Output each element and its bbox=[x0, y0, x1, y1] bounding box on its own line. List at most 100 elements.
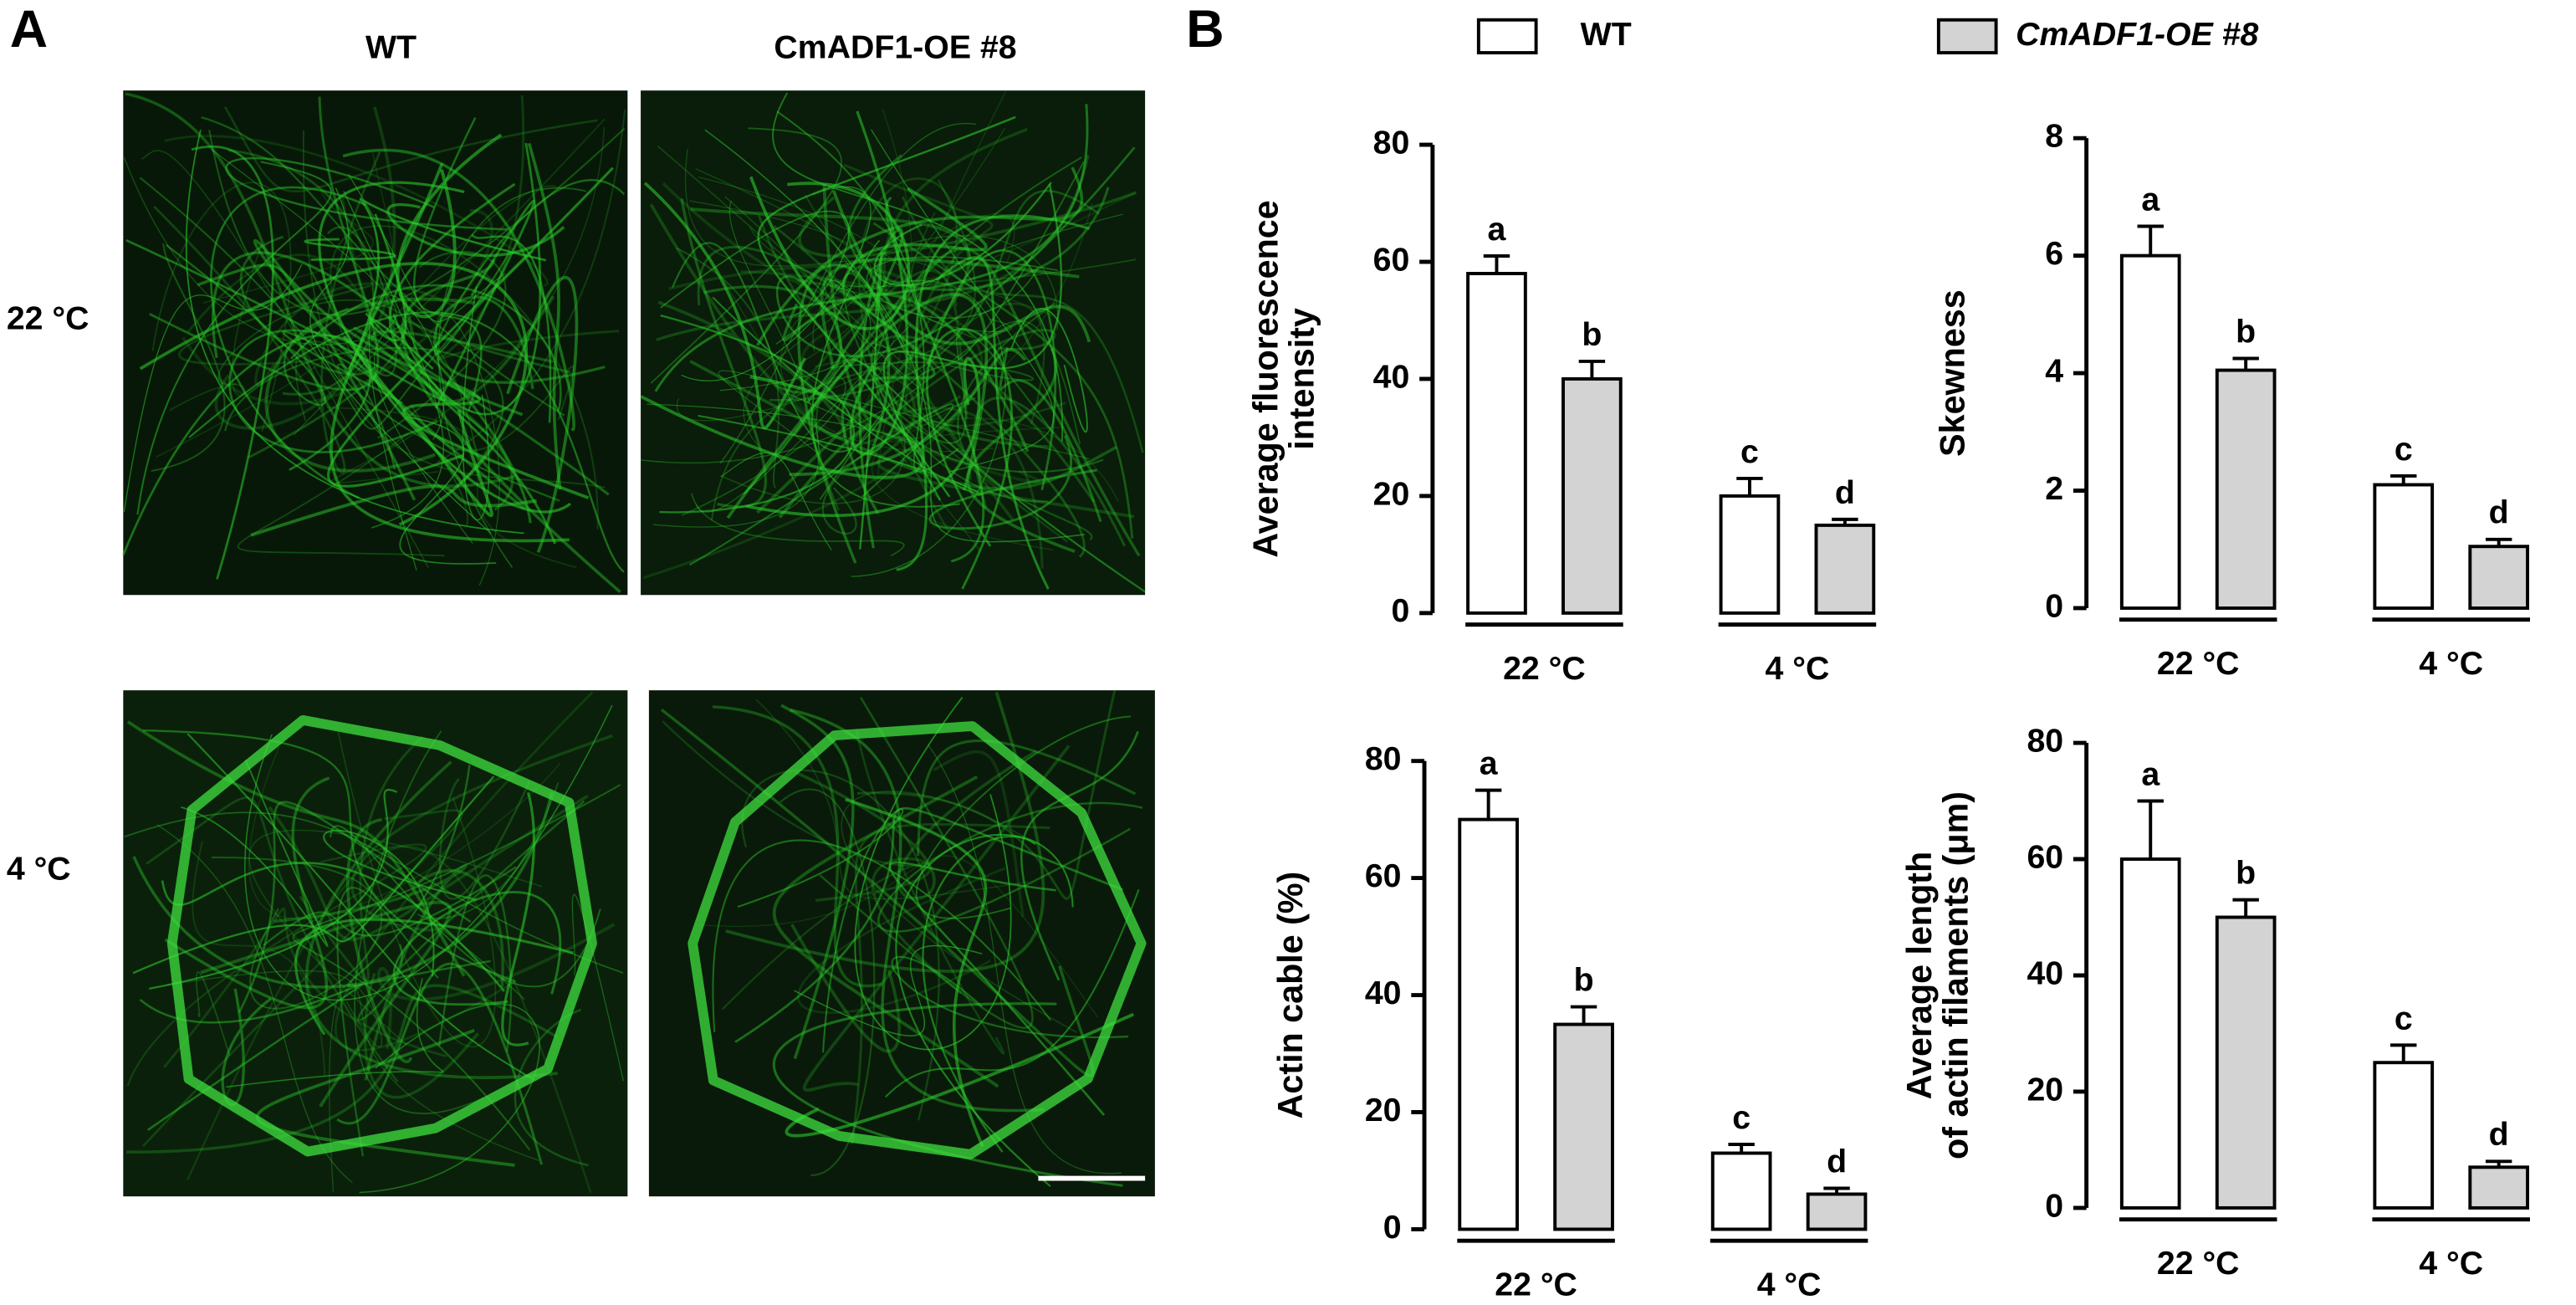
filament bbox=[187, 733, 534, 1081]
column-title: WT bbox=[365, 28, 417, 65]
y-tick-label: 60 bbox=[1365, 857, 1402, 894]
significance-letter: c bbox=[2395, 431, 2413, 468]
filament bbox=[780, 280, 1053, 453]
filament bbox=[392, 891, 562, 1006]
filament bbox=[337, 731, 497, 1048]
filament bbox=[888, 861, 1106, 1116]
filament bbox=[146, 796, 399, 1083]
bar bbox=[2119, 253, 2181, 610]
filament bbox=[392, 142, 542, 416]
filament bbox=[882, 329, 1056, 424]
filament bbox=[688, 403, 954, 566]
filament bbox=[652, 200, 820, 528]
filament bbox=[790, 924, 901, 1053]
filament bbox=[812, 235, 1059, 352]
row-label: 22 °C bbox=[7, 300, 89, 337]
y-tick-label: 20 bbox=[1365, 1092, 1402, 1128]
filament bbox=[796, 258, 1137, 339]
filament bbox=[999, 347, 1102, 523]
filament bbox=[202, 188, 374, 304]
filament bbox=[306, 226, 397, 377]
filament bbox=[703, 285, 842, 394]
y-tick-label: 0 bbox=[2045, 1187, 2063, 1224]
filament bbox=[187, 197, 371, 333]
y-tick-label: 20 bbox=[2027, 1071, 2063, 1108]
bar bbox=[1561, 376, 1623, 615]
column-title: CmADF1-OE #8 bbox=[774, 28, 1016, 65]
filament bbox=[376, 923, 616, 1049]
micrograph bbox=[641, 90, 1146, 596]
filament bbox=[712, 705, 883, 988]
filament bbox=[396, 133, 503, 319]
legend-swatch bbox=[1476, 18, 1538, 54]
filament bbox=[211, 856, 383, 1010]
filament bbox=[254, 282, 457, 386]
bar bbox=[1710, 1151, 1772, 1231]
filament bbox=[132, 775, 495, 975]
bar bbox=[2215, 368, 2277, 610]
filament bbox=[928, 249, 1057, 491]
filament bbox=[780, 704, 855, 1060]
filament bbox=[769, 189, 1100, 402]
legend-label: WT bbox=[1581, 16, 1632, 53]
filament bbox=[654, 104, 1089, 392]
filament bbox=[798, 191, 1137, 258]
filament bbox=[151, 243, 226, 473]
x-tick-label: 4 °C bbox=[1757, 1267, 1822, 1303]
filament bbox=[210, 186, 366, 499]
filament bbox=[902, 196, 1144, 453]
y-axis-label: Average length bbox=[1900, 852, 1939, 1099]
filament bbox=[214, 106, 396, 430]
filament bbox=[164, 135, 549, 287]
filament bbox=[916, 303, 1066, 427]
filament bbox=[282, 330, 403, 405]
filament bbox=[309, 187, 492, 535]
significance-letter: d bbox=[1827, 1143, 1847, 1180]
filament bbox=[136, 161, 332, 515]
filament bbox=[972, 397, 1127, 547]
filament bbox=[927, 744, 1122, 1174]
filament bbox=[217, 299, 478, 461]
filament bbox=[228, 149, 376, 396]
filament bbox=[866, 365, 1068, 543]
filament bbox=[294, 918, 574, 1036]
y-tick-label: 0 bbox=[2045, 587, 2063, 624]
filament bbox=[737, 808, 904, 1053]
filament bbox=[181, 760, 329, 947]
filament bbox=[436, 95, 620, 361]
y-tick-label: 60 bbox=[1373, 241, 1410, 278]
filament bbox=[662, 182, 917, 308]
filament bbox=[434, 179, 626, 356]
filament bbox=[685, 148, 958, 307]
filament bbox=[166, 970, 539, 1161]
filament bbox=[734, 806, 1123, 1043]
filament bbox=[859, 251, 883, 550]
filament bbox=[855, 729, 1005, 1055]
y-axis-label: Actin cable (%) bbox=[1271, 872, 1310, 1119]
filament bbox=[718, 370, 1090, 460]
filament bbox=[895, 834, 1074, 1187]
filament bbox=[821, 397, 976, 535]
filament bbox=[957, 302, 1093, 541]
filament bbox=[126, 843, 427, 1087]
bar bbox=[1806, 1192, 1868, 1231]
filament bbox=[882, 183, 1063, 501]
filament bbox=[885, 197, 985, 563]
filament bbox=[795, 127, 1006, 551]
filament bbox=[506, 275, 579, 553]
filament bbox=[828, 279, 936, 514]
filament bbox=[849, 110, 909, 456]
filament bbox=[877, 801, 1143, 933]
filament bbox=[870, 335, 1096, 503]
filament bbox=[662, 720, 927, 1011]
filament bbox=[793, 247, 1141, 557]
filament bbox=[139, 177, 534, 430]
bar bbox=[2468, 1165, 2530, 1210]
filament bbox=[212, 251, 532, 524]
filament bbox=[139, 262, 528, 526]
panel-label: A bbox=[10, 0, 48, 59]
filament bbox=[656, 154, 1090, 341]
filament bbox=[238, 801, 472, 1014]
filament bbox=[149, 96, 380, 392]
filament bbox=[327, 166, 614, 488]
